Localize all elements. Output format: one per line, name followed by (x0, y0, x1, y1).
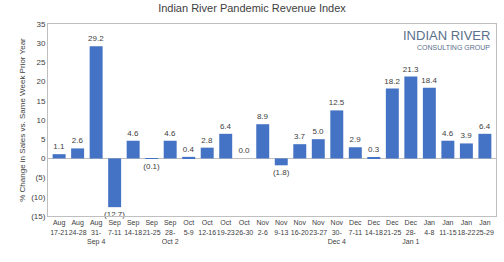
svg-text:8.9: 8.9 (257, 112, 269, 121)
svg-text:Oct19-23: Oct19-23 (217, 219, 235, 235)
svg-text:Jan11-15: Jan11-15 (439, 219, 456, 235)
svg-text:0.4: 0.4 (183, 145, 195, 154)
svg-text:10: 10 (36, 116, 45, 125)
svg-text:25: 25 (36, 58, 45, 67)
svg-text:12.5: 12.5 (329, 98, 345, 107)
svg-text:Oct26-30: Oct26-30 (235, 219, 253, 235)
svg-text:Nov23-27: Nov23-27 (309, 219, 327, 235)
svg-text:4.6: 4.6 (442, 129, 454, 138)
svg-text:2.8: 2.8 (201, 136, 213, 145)
svg-text:18.4: 18.4 (421, 76, 437, 85)
svg-text:Nov9-13: Nov9-13 (274, 219, 288, 235)
svg-text:CONSULTING GROUP: CONSULTING GROUP (417, 44, 490, 51)
svg-text:(12.7): (12.7) (104, 210, 125, 219)
svg-text:Oct5-9: Oct5-9 (183, 219, 194, 235)
svg-text:5: 5 (41, 135, 46, 144)
svg-text:Sep21-25: Sep21-25 (143, 219, 161, 235)
svg-text:Oct12-16: Oct12-16 (198, 219, 216, 235)
svg-text:Jan4-8: Jan4-8 (424, 219, 435, 235)
svg-text:(15): (15) (31, 212, 46, 221)
svg-text:Jan25-29: Jan25-29 (476, 219, 494, 235)
svg-text:4.6: 4.6 (164, 129, 176, 138)
svg-text:INDIAN RIVER: INDIAN RIVER (403, 28, 490, 43)
svg-text:Dec21-25: Dec21-25 (383, 219, 401, 235)
svg-text:4.6: 4.6 (127, 129, 139, 138)
svg-text:5.0: 5.0 (312, 127, 324, 136)
svg-text:Dec28-Jan 1: Dec28-Jan 1 (402, 219, 419, 244)
svg-text:0.3: 0.3 (368, 145, 380, 154)
svg-text:0.0: 0.0 (238, 146, 250, 155)
svg-text:2.6: 2.6 (72, 136, 84, 145)
svg-text:Sep7-11: Sep7-11 (108, 219, 122, 235)
svg-text:Indian River Pandemic Revenue: Indian River Pandemic Revenue Index (158, 2, 346, 14)
svg-text:30: 30 (36, 39, 45, 48)
svg-text:% Change in Sales vs. Same Wee: % Change in Sales vs. Same Week Prior Ye… (18, 38, 27, 202)
svg-text:Dec14-18: Dec14-18 (365, 219, 383, 235)
svg-text:(10): (10) (31, 193, 46, 202)
svg-text:3.9: 3.9 (461, 131, 473, 140)
svg-text:(0.1): (0.1) (143, 162, 160, 171)
svg-text:6.4: 6.4 (220, 122, 232, 131)
svg-text:Nov2-6: Nov2-6 (257, 219, 270, 235)
svg-text:Aug17-21: Aug17-21 (50, 219, 68, 235)
svg-text:Dec7-11: Dec7-11 (349, 219, 363, 235)
svg-text:Jan18-22: Jan18-22 (457, 219, 475, 235)
svg-text:Aug31-Sep 4: Aug31-Sep 4 (87, 219, 105, 245)
svg-text:21.3: 21.3 (403, 65, 419, 74)
svg-text:18.2: 18.2 (384, 77, 400, 86)
svg-text:3.7: 3.7 (294, 132, 306, 141)
svg-text:0: 0 (41, 154, 46, 163)
svg-text:2.9: 2.9 (349, 135, 361, 144)
svg-text:35: 35 (36, 20, 45, 29)
svg-text:20: 20 (36, 77, 45, 86)
svg-text:(5): (5) (36, 173, 46, 182)
svg-text:Sep14-18: Sep14-18 (124, 219, 142, 235)
svg-text:Aug24-28: Aug24-28 (69, 219, 87, 235)
svg-text:Sep28-Oct 2: Sep28-Oct 2 (162, 219, 179, 244)
svg-text:Nov16-20: Nov16-20 (291, 219, 309, 235)
svg-text:1.1: 1.1 (53, 142, 65, 151)
svg-text:29.2: 29.2 (88, 34, 104, 43)
svg-text:Nov30-Dec 4: Nov30-Dec 4 (328, 219, 346, 244)
svg-text:15: 15 (36, 97, 45, 106)
svg-text:6.4: 6.4 (479, 122, 491, 131)
svg-text:(1.8): (1.8) (273, 168, 290, 177)
